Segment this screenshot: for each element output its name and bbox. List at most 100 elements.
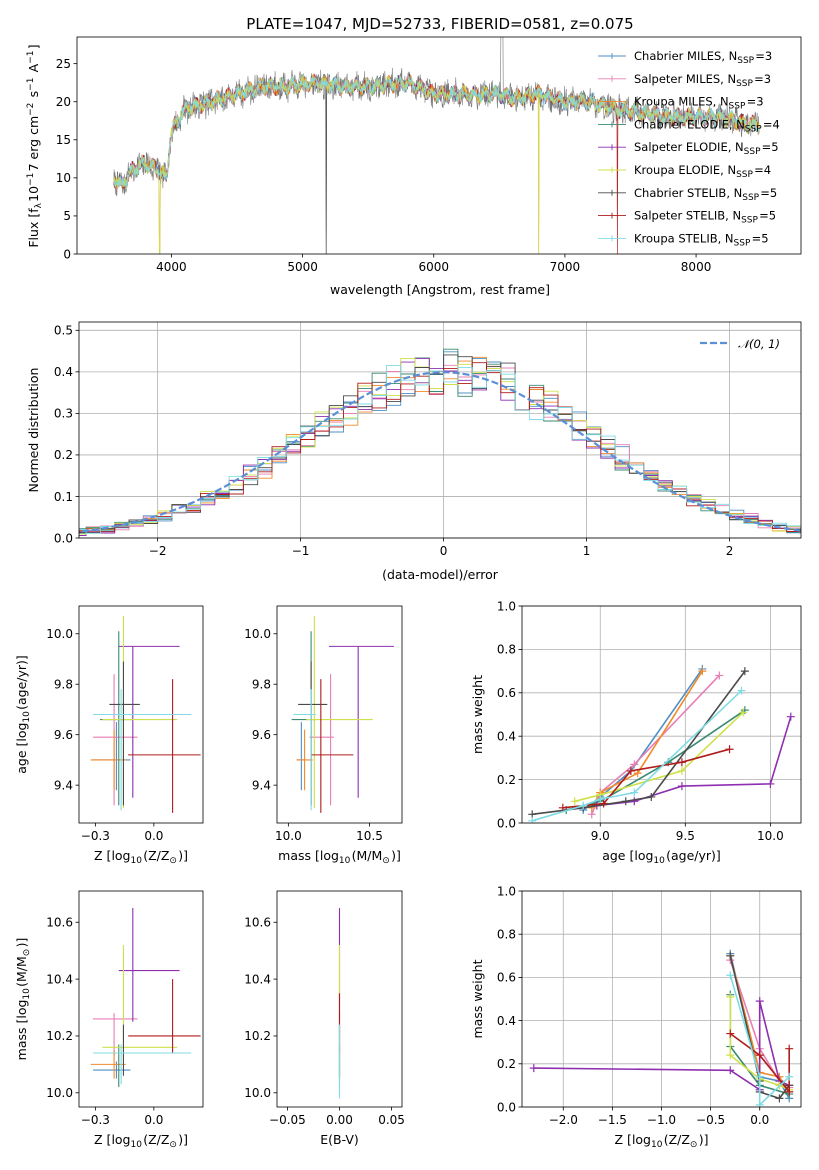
residuals-y-label: Normed distribution — [26, 368, 41, 493]
x-tick-label: 7000 — [550, 260, 581, 274]
age_vs_Z-x-label: Z [log10 (Z/Z⊙ )] — [94, 848, 188, 866]
y-tick-label: 10.4 — [46, 972, 73, 986]
mass_weight_vs_Z-y-label: mass weight — [470, 959, 485, 1038]
series-line — [562, 748, 730, 809]
data-point — [726, 951, 735, 960]
series-line — [729, 1032, 790, 1095]
mass_weight_vs_age-x-label: age [log10 (age/yr)] — [602, 848, 721, 866]
x-tick-label: 2 — [726, 544, 734, 558]
series-line — [729, 955, 790, 1093]
errorbar-kroupa-stelib — [293, 689, 316, 811]
data-point — [630, 760, 639, 769]
x-tick-label: −0.3 — [81, 1113, 110, 1127]
mass_vs_Z-y-label: mass [log10 (M/M⊙ )] — [14, 938, 32, 1061]
mass_vs_ebv-axes: −0.05 0.00 0.05 10.0 10.2 10.4 10.6 E(B-V) — [244, 890, 405, 1147]
x-tick-label: 8000 — [681, 260, 712, 274]
data-point — [558, 803, 567, 812]
y-tick-label: 9.6 — [54, 728, 73, 742]
errorbar-salpeter-stelib — [311, 679, 354, 813]
legend-entry: Kroupa MILES, NSSP =3 — [634, 95, 764, 112]
spectrum-axes: 4000 5000 6000 7000 8000 0 5 10 15 20 25 wavelength… — [26, 36, 802, 297]
spectrum-y-label: Flux [fλ 10−1 7 erg cm−2 s−1 A−1 ] — [26, 44, 44, 247]
mass_weight_vs_Z-axes: −2.0 −1.5 −1.0 −0.5 0.0 0.0 0.2 0.4 0.6 0.8 1.0 Z [… — [470, 884, 802, 1150]
spectrum-model-kroupa-miles — [113, 73, 760, 254]
y-tick-label: 1.0 — [497, 884, 516, 898]
data-point — [570, 797, 579, 806]
y-tick-label: 0.1 — [54, 490, 73, 504]
y-tick-label: 10.6 — [46, 916, 73, 930]
x-tick-label: −1.5 — [598, 1113, 627, 1127]
y-tick-label: 10.0 — [46, 627, 73, 641]
errorbar-chabrier-stelib — [109, 661, 140, 806]
y-tick-label: 0.5 — [54, 324, 73, 338]
mass_vs_ebv-x-label: E(B-V) — [320, 1132, 359, 1147]
data-point — [630, 797, 639, 806]
x-tick-label: 0.00 — [326, 1113, 353, 1127]
spectrum-model-kroupa-stelib — [113, 75, 760, 188]
errorbar-chabrier-miles — [93, 722, 131, 791]
legend-entry: Salpeter STELIB, NSSP =5 — [634, 209, 776, 226]
data-point — [621, 797, 630, 806]
errorbar-salpeter-elodie — [118, 645, 180, 798]
series-kroupa-elodie — [570, 708, 748, 806]
errorbar-salpeter-elodie — [118, 908, 180, 1022]
hist-kroupa-stelib — [79, 365, 801, 534]
y-tick-label: 10.0 — [244, 1086, 271, 1100]
data-point — [596, 795, 605, 804]
y-tick-label: 10.0 — [46, 1086, 73, 1100]
x-tick-label: 10.0 — [275, 829, 302, 843]
errorbar-salpeter-miles — [93, 1013, 138, 1056]
x-tick-label: 10.0 — [757, 829, 784, 843]
data-point — [626, 766, 635, 775]
legend-entry: Chabrier STELIB, NSSP =5 — [634, 186, 777, 203]
y-tick-label: 0.0 — [497, 816, 516, 830]
y-tick-label: 0.4 — [497, 1014, 516, 1028]
x-tick-label: −1 — [292, 544, 310, 558]
mass_weight_vs_Z-plot-area — [529, 949, 794, 1107]
x-tick-label: 6000 — [418, 260, 449, 274]
age_vs_mass-frame — [276, 605, 403, 824]
residuals-frame — [78, 321, 802, 539]
y-tick-label: 0.6 — [497, 971, 516, 985]
series-chabrier-miles — [579, 664, 707, 814]
errorbar-chabrier-elodie — [291, 631, 316, 806]
errorbar-salpeter-stelib — [128, 679, 201, 813]
data-point — [677, 758, 686, 767]
spectrum-x-label: wavelength [Angstrom, rest frame] — [330, 282, 550, 297]
x-tick-label: 0.05 — [378, 1113, 405, 1127]
series-salpeter-stelib — [726, 1029, 794, 1096]
x-tick-label: −2 — [149, 544, 167, 558]
y-tick-label: 1.0 — [497, 599, 516, 613]
errorbar-chabrier-stelib — [298, 661, 328, 806]
y-tick-label: 0.0 — [497, 1100, 516, 1114]
errorbar-kroupa-miles — [296, 729, 313, 791]
data-point — [647, 792, 656, 801]
y-tick-label: 10.0 — [244, 627, 271, 641]
errorbar-salpeter-elodie — [328, 645, 394, 798]
x-tick-label: 1 — [583, 544, 591, 558]
x-tick-label: −2.0 — [549, 1113, 578, 1127]
data-point — [785, 1044, 794, 1053]
y-tick-label: 0.4 — [54, 365, 73, 379]
data-point — [726, 1051, 735, 1060]
y-tick-label: 0 — [63, 247, 71, 261]
normal-curve — [79, 371, 801, 533]
mass_weight_vs_age-plot-area — [528, 664, 795, 823]
series-kroupa-stelib — [528, 686, 746, 823]
series-salpeter-stelib — [558, 745, 734, 812]
mass_vs_Z-frame — [78, 890, 204, 1108]
legend-entry: Kroupa ELODIE, NSSP =4 — [634, 163, 771, 180]
y-tick-label: 15 — [56, 133, 71, 147]
series-kroupa-stelib — [726, 971, 794, 1107]
y-tick-label: 10 — [56, 171, 71, 185]
errorbar-salpeter-miles — [93, 674, 138, 806]
mass_vs_Z-plot-area — [90, 908, 201, 1088]
y-tick-label: 5 — [63, 209, 71, 223]
data-point — [775, 1094, 784, 1103]
errorbar-salpeter-stelib — [128, 979, 201, 1053]
y-tick-label: 0.8 — [497, 643, 516, 657]
data-point — [579, 801, 588, 810]
legend-entry: Salpeter MILES, NSSP =3 — [634, 72, 771, 89]
series-line — [574, 711, 744, 803]
series-line — [582, 668, 703, 811]
